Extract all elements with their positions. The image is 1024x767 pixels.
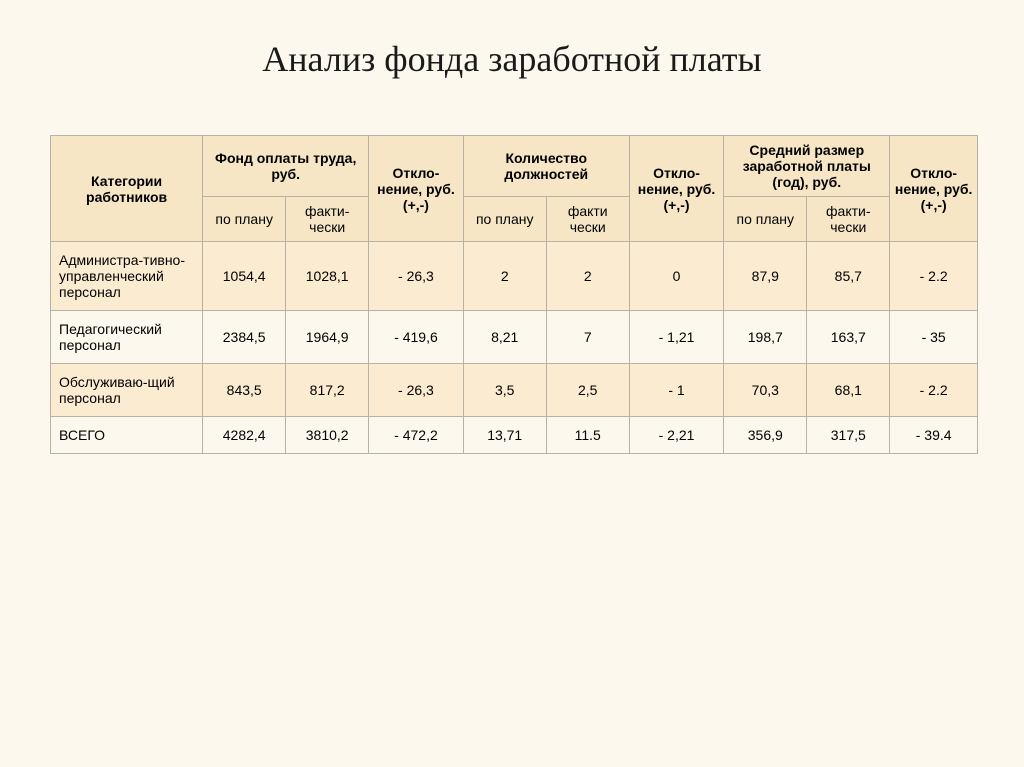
row-label: Администра-тивно-управленческий персонал xyxy=(51,242,203,311)
cell: - 1,21 xyxy=(629,311,724,364)
subheader-fact: факти чески xyxy=(546,197,629,242)
table-row: Педагогический персонал2384,51964,9- 419… xyxy=(51,311,978,364)
subheader-plan: по плану xyxy=(203,197,286,242)
cell: 11.5 xyxy=(546,417,629,454)
cell: 198,7 xyxy=(724,311,807,364)
cell: 843,5 xyxy=(203,364,286,417)
cell: 3,5 xyxy=(463,364,546,417)
cell: - 26,3 xyxy=(369,364,464,417)
cell: 163,7 xyxy=(807,311,890,364)
header-fund: Фонд оплаты труда, руб. xyxy=(203,136,369,197)
subheader-plan: по плану xyxy=(463,197,546,242)
table-row: ВСЕГО4282,43810,2- 472,213,7111.5- 2,213… xyxy=(51,417,978,454)
cell: 68,1 xyxy=(807,364,890,417)
subheader-fact: факти-чески xyxy=(286,197,369,242)
cell: 87,9 xyxy=(724,242,807,311)
cell: 2 xyxy=(546,242,629,311)
cell: - 1 xyxy=(629,364,724,417)
header-positions: Количество должностей xyxy=(463,136,629,197)
cell: 2384,5 xyxy=(203,311,286,364)
cell: - 35 xyxy=(890,311,978,364)
table-row: Администра-тивно-управленческий персонал… xyxy=(51,242,978,311)
salary-analysis-table: Категории работников Фонд оплаты труда, … xyxy=(50,135,978,454)
cell: 1054,4 xyxy=(203,242,286,311)
cell: - 26,3 xyxy=(369,242,464,311)
cell: 3810,2 xyxy=(286,417,369,454)
subheader-fact: факти-чески xyxy=(807,197,890,242)
slide: Анализ фонда заработной платы Категории … xyxy=(0,0,1024,767)
cell: 4282,4 xyxy=(203,417,286,454)
header-category: Категории работников xyxy=(51,136,203,242)
cell: 1964,9 xyxy=(286,311,369,364)
cell: 2,5 xyxy=(546,364,629,417)
cell: 85,7 xyxy=(807,242,890,311)
cell: - 39.4 xyxy=(890,417,978,454)
cell: - 2,21 xyxy=(629,417,724,454)
header-dev2: Откло-нение, руб. (+,-) xyxy=(629,136,724,242)
cell: 70,3 xyxy=(724,364,807,417)
table-row: Обслуживаю-щий персонал843,5817,2- 26,33… xyxy=(51,364,978,417)
cell: 817,2 xyxy=(286,364,369,417)
cell: 8,21 xyxy=(463,311,546,364)
cell: - 472,2 xyxy=(369,417,464,454)
subheader-plan: по плану xyxy=(724,197,807,242)
cell: - 419,6 xyxy=(369,311,464,364)
row-label: Обслуживаю-щий персонал xyxy=(51,364,203,417)
cell: 13,71 xyxy=(463,417,546,454)
cell: 7 xyxy=(546,311,629,364)
header-dev3: Откло-нение, руб. (+,-) xyxy=(890,136,978,242)
header-avg: Средний размер заработной платы (год), р… xyxy=(724,136,890,197)
row-label: ВСЕГО xyxy=(51,417,203,454)
cell: 356,9 xyxy=(724,417,807,454)
header-dev1: Откло-нение, руб. (+,-) xyxy=(369,136,464,242)
cell: 0 xyxy=(629,242,724,311)
cell: 1028,1 xyxy=(286,242,369,311)
cell: 2 xyxy=(463,242,546,311)
cell: - 2.2 xyxy=(890,364,978,417)
cell: 317,5 xyxy=(807,417,890,454)
row-label: Педагогический персонал xyxy=(51,311,203,364)
page-title: Анализ фонда заработной платы xyxy=(50,38,974,80)
cell: - 2.2 xyxy=(890,242,978,311)
